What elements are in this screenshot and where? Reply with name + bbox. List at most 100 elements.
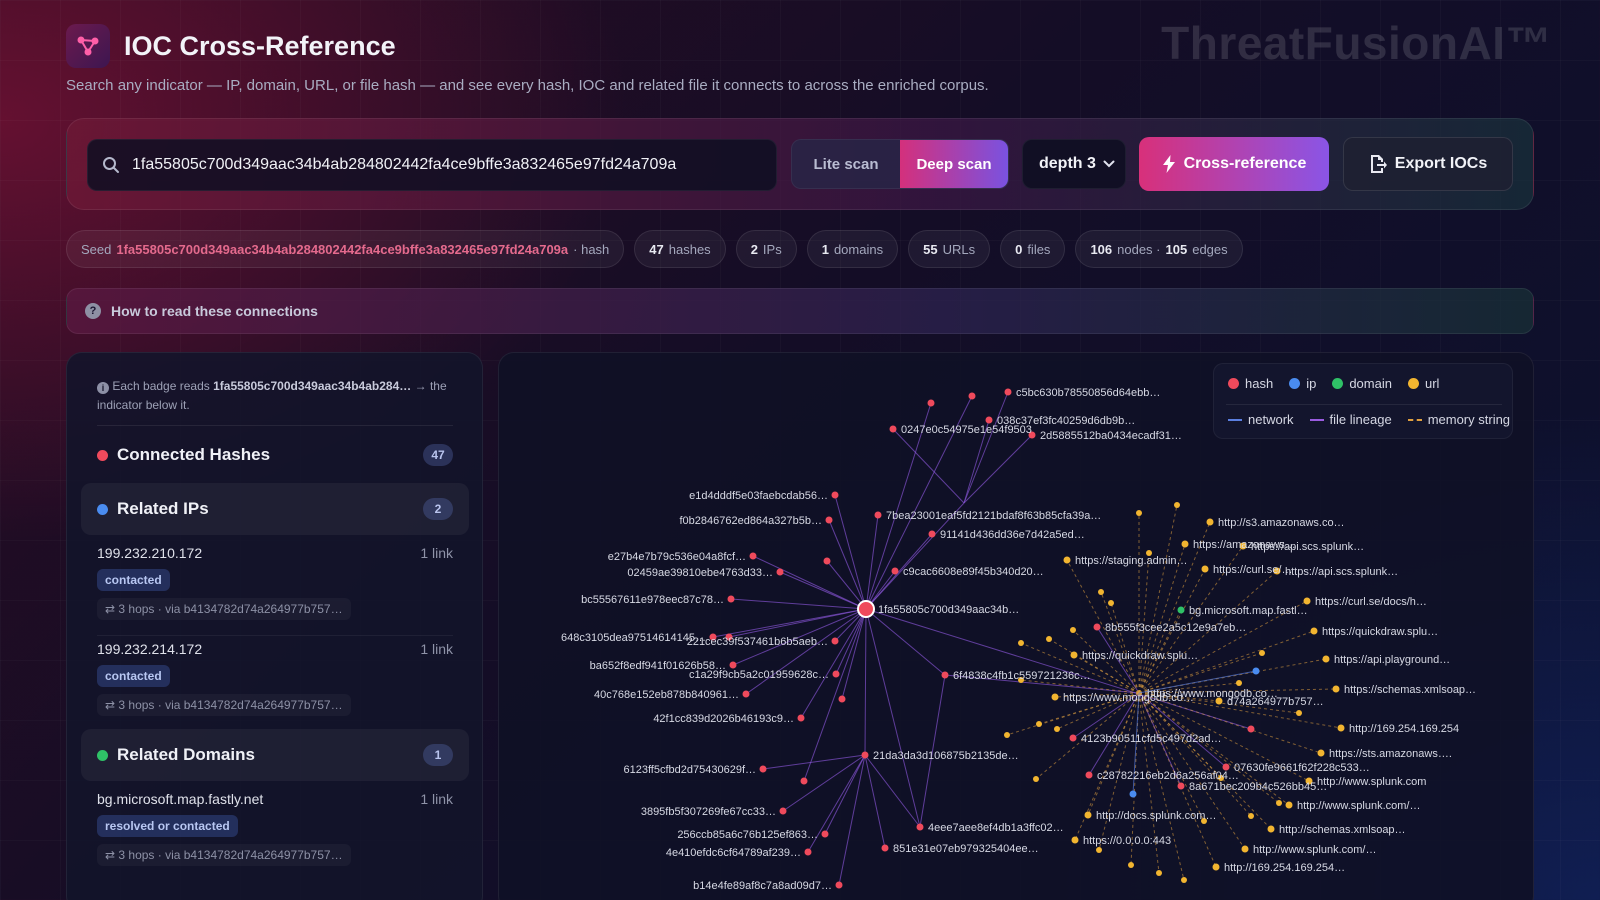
hash-node[interactable] xyxy=(779,807,787,815)
url-node[interactable] xyxy=(1337,724,1345,732)
search-box[interactable] xyxy=(87,139,777,191)
hash-node[interactable] xyxy=(831,637,839,645)
url-node[interactable] xyxy=(1054,726,1060,732)
url-node[interactable] xyxy=(1146,550,1152,556)
url-node[interactable] xyxy=(1273,567,1281,575)
hash-node[interactable] xyxy=(985,416,993,424)
url-node[interactable] xyxy=(1201,565,1209,573)
url-node[interactable] xyxy=(1070,627,1076,633)
url-node[interactable] xyxy=(1317,749,1325,757)
hash-node[interactable] xyxy=(1069,734,1077,742)
url-node[interactable] xyxy=(1296,710,1302,716)
url-node[interactable] xyxy=(1070,651,1078,659)
url-node[interactable] xyxy=(1239,542,1247,550)
url-node[interactable] xyxy=(1181,540,1189,548)
url-node[interactable] xyxy=(1259,650,1265,656)
hash-node[interactable] xyxy=(800,777,808,785)
url-node[interactable] xyxy=(1156,870,1162,876)
hash-node[interactable] xyxy=(889,425,897,433)
hash-node[interactable] xyxy=(1028,431,1036,439)
hash-node[interactable] xyxy=(797,714,805,722)
related-ips-header[interactable]: Related IPs 2 xyxy=(81,483,469,535)
url-node[interactable] xyxy=(1128,862,1134,868)
url-node[interactable] xyxy=(1004,732,1010,738)
hash-node[interactable] xyxy=(1247,725,1255,733)
url-node[interactable] xyxy=(1248,813,1254,819)
url-node[interactable] xyxy=(1206,518,1214,526)
url-node[interactable] xyxy=(1174,502,1180,508)
url-node[interactable] xyxy=(1051,693,1059,701)
hash-node[interactable] xyxy=(1085,771,1093,779)
hash-node[interactable] xyxy=(1177,782,1185,790)
url-node[interactable] xyxy=(1018,640,1024,646)
hub-hash-node[interactable] xyxy=(916,823,924,831)
hash-node[interactable] xyxy=(821,830,829,838)
url-node[interactable] xyxy=(1063,556,1071,564)
hash-node[interactable] xyxy=(1093,623,1101,631)
deep-scan-option[interactable]: Deep scan xyxy=(900,140,1008,188)
hash-node[interactable] xyxy=(727,595,735,603)
hash-node[interactable] xyxy=(881,844,889,852)
hop-path-chip[interactable]: ⇄ 3 hops · via b4134782d74a264977b757… xyxy=(97,598,351,620)
hash-node[interactable] xyxy=(927,399,935,407)
url-node[interactable] xyxy=(1018,677,1024,683)
url-node[interactable] xyxy=(1046,636,1052,642)
url-node[interactable] xyxy=(1212,863,1220,871)
url-node[interactable] xyxy=(1096,847,1102,853)
domain-entry[interactable]: bg.microsoft.map.fastly.net 1 link resol… xyxy=(97,791,453,866)
url-node[interactable] xyxy=(1285,801,1293,809)
url-node[interactable] xyxy=(1322,655,1330,663)
lite-scan-option[interactable]: Lite scan xyxy=(813,155,879,173)
connected-hashes-header[interactable]: Connected Hashes 47 xyxy=(81,429,469,481)
connection-graph[interactable]: c5bc630b78550856d64ebb… 038c37ef3fc40259d… xyxy=(499,353,1534,900)
url-node[interactable] xyxy=(1181,877,1187,883)
hop-path-chip[interactable]: ⇄ 3 hops · via b4134782d74a264977b757… xyxy=(97,844,351,866)
hash-node[interactable] xyxy=(742,690,750,698)
url-node[interactable] xyxy=(1136,510,1142,516)
hash-node[interactable] xyxy=(838,695,846,703)
hash-node[interactable] xyxy=(825,516,833,524)
url-node[interactable] xyxy=(1036,721,1042,727)
url-node[interactable] xyxy=(1332,685,1340,693)
ip-entry[interactable]: 199.232.214.172 1 link contacted ⇄ 3 hop… xyxy=(97,641,453,716)
how-to-read-toggle[interactable]: ? How to read these connections xyxy=(66,288,1534,334)
ip-node[interactable] xyxy=(1252,667,1260,675)
url-node[interactable] xyxy=(1241,845,1249,853)
hash-node[interactable] xyxy=(709,633,717,641)
url-node[interactable] xyxy=(1098,589,1104,595)
hash-node[interactable] xyxy=(968,392,976,400)
hub-hash-node[interactable] xyxy=(941,671,949,679)
hash-node[interactable] xyxy=(776,568,784,576)
hub-hash-node[interactable] xyxy=(861,751,869,759)
url-node[interactable] xyxy=(1310,627,1318,635)
url-node[interactable] xyxy=(1084,811,1092,819)
export-iocs-button[interactable]: Export IOCs xyxy=(1343,137,1513,191)
cross-reference-button[interactable]: Cross-reference xyxy=(1139,137,1329,191)
connection-graph-panel[interactable]: c5bc630b78550856d64ebb… 038c37ef3fc40259d… xyxy=(498,352,1534,900)
url-node[interactable] xyxy=(1236,680,1242,686)
url-node[interactable] xyxy=(1033,776,1039,782)
url-node[interactable] xyxy=(1218,775,1224,781)
url-node[interactable] xyxy=(1267,825,1275,833)
hop-path-chip[interactable]: ⇄ 3 hops · via b4134782d74a264977b757… xyxy=(97,694,351,716)
hash-node[interactable] xyxy=(874,511,882,519)
hash-node[interactable] xyxy=(1222,763,1230,771)
ip-node[interactable] xyxy=(1129,790,1137,798)
hash-node[interactable] xyxy=(928,530,936,538)
url-node[interactable] xyxy=(1108,600,1114,606)
hash-node[interactable] xyxy=(759,765,767,773)
url-node[interactable] xyxy=(1276,800,1282,806)
hash-node[interactable] xyxy=(729,661,737,669)
url-node[interactable] xyxy=(1071,836,1079,844)
url-node[interactable] xyxy=(1305,777,1313,785)
hash-node[interactable] xyxy=(831,491,839,499)
url-node[interactable] xyxy=(1303,597,1311,605)
seed-node[interactable] xyxy=(857,600,875,618)
depth-select[interactable]: depth 3 xyxy=(1022,139,1126,189)
indicator-search-input[interactable] xyxy=(132,156,772,174)
hash-node[interactable] xyxy=(804,848,812,856)
ip-entry[interactable]: 199.232.210.172 1 link contacted ⇄ 3 hop… xyxy=(97,545,453,620)
hash-node[interactable] xyxy=(891,567,899,575)
related-domains-header[interactable]: Related Domains 1 xyxy=(81,729,469,781)
hash-node[interactable] xyxy=(725,633,733,641)
